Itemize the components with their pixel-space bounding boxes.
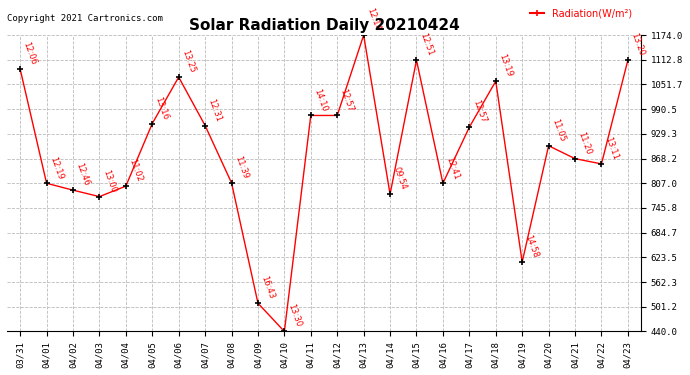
Text: 12:57: 12:57 <box>471 99 487 124</box>
Text: 12:14: 12:14 <box>365 7 382 32</box>
Text: 14:58: 14:58 <box>524 234 540 259</box>
Title: Solar Radiation Daily 20210424: Solar Radiation Daily 20210424 <box>188 18 460 33</box>
Text: 12:57: 12:57 <box>339 87 355 112</box>
Text: 11:02: 11:02 <box>127 158 144 183</box>
Text: 14:10: 14:10 <box>312 87 328 112</box>
Text: 09:54: 09:54 <box>391 166 408 191</box>
Text: 13:00: 13:00 <box>101 168 117 194</box>
Text: 12:46: 12:46 <box>75 162 91 188</box>
Text: 11:39: 11:39 <box>233 154 250 180</box>
Text: 13:19: 13:19 <box>497 53 514 78</box>
Text: 13:25: 13:25 <box>180 49 197 74</box>
Text: 12:51: 12:51 <box>418 32 435 57</box>
Text: 12:41: 12:41 <box>444 155 461 180</box>
Text: 13:30: 13:30 <box>286 303 302 328</box>
Text: 12:31: 12:31 <box>206 97 223 123</box>
Text: 13:16: 13:16 <box>154 95 170 121</box>
Text: 16:43: 16:43 <box>259 275 276 300</box>
Legend: Radiation(W/m²): Radiation(W/m²) <box>526 4 636 22</box>
Text: Copyright 2021 Cartronics.com: Copyright 2021 Cartronics.com <box>7 14 163 23</box>
Text: 12:06: 12:06 <box>21 41 38 66</box>
Text: 11:05: 11:05 <box>550 118 566 143</box>
Text: 11:20: 11:20 <box>576 130 593 156</box>
Text: 13:11: 13:11 <box>603 136 620 161</box>
Text: 12:19: 12:19 <box>48 155 65 180</box>
Text: 13:20: 13:20 <box>629 32 646 57</box>
